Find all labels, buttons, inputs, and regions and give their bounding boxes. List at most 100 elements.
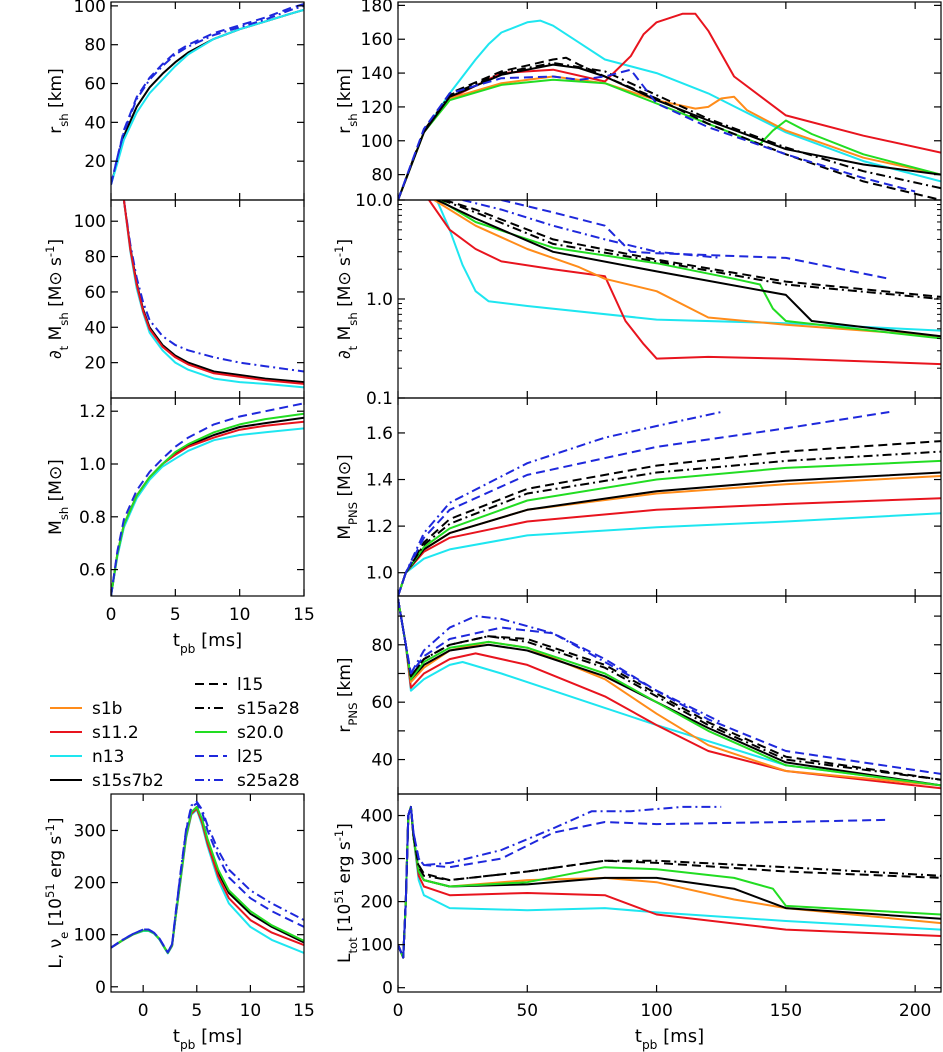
series-line-s11-2 <box>122 200 304 385</box>
series-line-n13 <box>398 19 941 200</box>
series-line-l15 <box>398 805 941 959</box>
x-tick-label: 0 <box>138 1001 149 1021</box>
y-tick-label: 200 <box>74 874 106 894</box>
plot-frame <box>110 397 305 597</box>
series-group <box>398 598 941 790</box>
series-line-l15 <box>398 598 941 781</box>
series-line-s15a28 <box>398 805 941 959</box>
series-line-s15s7b2 <box>111 416 304 596</box>
x-tick-label: 10 <box>229 605 251 625</box>
series-line-l25 <box>398 598 941 775</box>
y-tick-label: 100 <box>74 926 106 946</box>
series-line-s1b <box>433 200 941 338</box>
x-axis-label: tpb [ms] <box>173 630 242 656</box>
series-line-l25 <box>398 805 890 959</box>
series-line-n13 <box>111 427 304 596</box>
legend-label-s20-0: s20.0 <box>237 723 284 743</box>
y-tick-label: 1.2 <box>366 517 393 537</box>
y-tick-label: 100 <box>361 936 393 956</box>
y-axis-label: ∂t Msh [M⊙ s-1] <box>332 239 360 359</box>
legend-label-s25a28: s25a28 <box>237 771 300 791</box>
panel-dmsh_early: 20 40 60 80 100∂t Msh [M⊙ s-1] <box>43 199 305 399</box>
series-group <box>122 200 304 389</box>
y-tick-label: 100 <box>74 0 106 17</box>
y-tick-label: 1.2 <box>79 402 106 422</box>
x-tick-label: 200 <box>899 1001 931 1021</box>
y-tick-label: 1.4 <box>366 471 393 491</box>
series-line-s15a28 <box>398 450 941 596</box>
y-tick-label: 140 <box>361 64 393 84</box>
y-tick-label: 300 <box>74 821 106 841</box>
panel-rsh_late: 80 100 120 140 160 180 rsh [km] <box>335 0 942 201</box>
y-tick-label: 1.0 <box>79 455 106 475</box>
y-tick-label: 40 <box>371 751 393 771</box>
legend-label-s15a28: s15a28 <box>237 699 300 719</box>
y-tick-label: 0 <box>382 979 393 999</box>
y-tick-label: 10.0 <box>355 191 393 211</box>
series-line-s11-2 <box>398 12 941 200</box>
y-tick-label: 120 <box>361 98 393 118</box>
x-axis-label: tpb [ms] <box>635 1026 704 1052</box>
series-line-s15s7b2 <box>436 200 941 338</box>
plot-frame <box>110 793 305 993</box>
panel-msh_early: 0 5 10 15 0.6 0.8 1.0 1.2 Msh [M⊙] tpb [ms] <box>46 397 315 656</box>
plot-frame <box>397 199 942 399</box>
series-line-s25a28 <box>462 200 722 259</box>
x-tick-label: 0 <box>393 1001 404 1021</box>
series-line-s1b <box>398 475 941 596</box>
y-axis-label: rsh [km] <box>46 68 71 133</box>
series-group <box>111 800 304 955</box>
series-line-s15s7b2 <box>398 471 941 596</box>
y-tick-label: 80 <box>371 636 393 656</box>
legend-label-l15: l15 <box>237 675 263 695</box>
series-line-n13 <box>398 512 941 596</box>
series-line-s20-0 <box>438 200 941 340</box>
y-axis-label: MPNS [M⊙] <box>335 454 360 539</box>
series-line-n13 <box>122 200 304 389</box>
series-line-l25 <box>398 68 916 200</box>
series-line-s1b <box>398 598 941 787</box>
series-line-l25 <box>111 802 304 954</box>
y-tick-label: 0.8 <box>79 508 106 528</box>
x-tick-label: 10 <box>240 1001 262 1021</box>
series-line-s20-0 <box>111 412 304 596</box>
series-line-s1b <box>398 75 941 200</box>
panel-dmsh_late: 0.1 1.0 10.0 ∂t Msh [M⊙ s-1] <box>332 191 942 409</box>
legend-label-n13: n13 <box>92 747 124 767</box>
series-line-s11-2 <box>398 598 941 790</box>
series-line-n13 <box>398 805 941 959</box>
x-tick-label: 0 <box>106 605 117 625</box>
panel-mpns_late: 1.0 1.2 1.4 1.6 MPNS [M⊙] <box>335 397 942 597</box>
y-tick-label: 40 <box>84 318 106 338</box>
x-tick-label: 15 <box>293 605 315 625</box>
x-tick-label: 5 <box>191 1001 202 1021</box>
series-line-s15s7b2 <box>398 63 941 200</box>
series-line-s11-2 <box>111 420 304 596</box>
x-axis-label: tpb [ms] <box>173 1026 242 1052</box>
legend-label-s11-2: s11.2 <box>92 723 139 743</box>
series-line-s20-0 <box>398 598 941 787</box>
series-line-s25a28 <box>398 411 722 596</box>
y-tick-label: 100 <box>361 132 393 152</box>
series-line-n13 <box>398 598 941 787</box>
series-line-s25a28 <box>398 598 722 724</box>
series-line-s25a28 <box>122 200 304 373</box>
y-axis-label: rPNS [km] <box>335 657 360 732</box>
y-tick-label: 180 <box>361 0 393 16</box>
y-tick-label: 60 <box>371 693 393 713</box>
series-line-s20-0 <box>398 78 941 200</box>
y-axis-label: Msh [M⊙] <box>46 459 71 535</box>
y-tick-label: 80 <box>84 248 106 268</box>
series-line-s15a28 <box>398 598 941 781</box>
y-tick-label: 20 <box>84 354 106 374</box>
series-line-s1b <box>398 805 941 959</box>
y-tick-label: 80 <box>84 36 106 56</box>
legend-label-s15s7b2: s15s7b2 <box>92 771 164 791</box>
y-tick-label: 0.1 <box>366 389 393 409</box>
y-tick-label: 300 <box>361 850 393 870</box>
y-axis-label: Ltot [1051 erg s-1] <box>332 823 360 963</box>
series-line-n13 <box>435 200 941 332</box>
